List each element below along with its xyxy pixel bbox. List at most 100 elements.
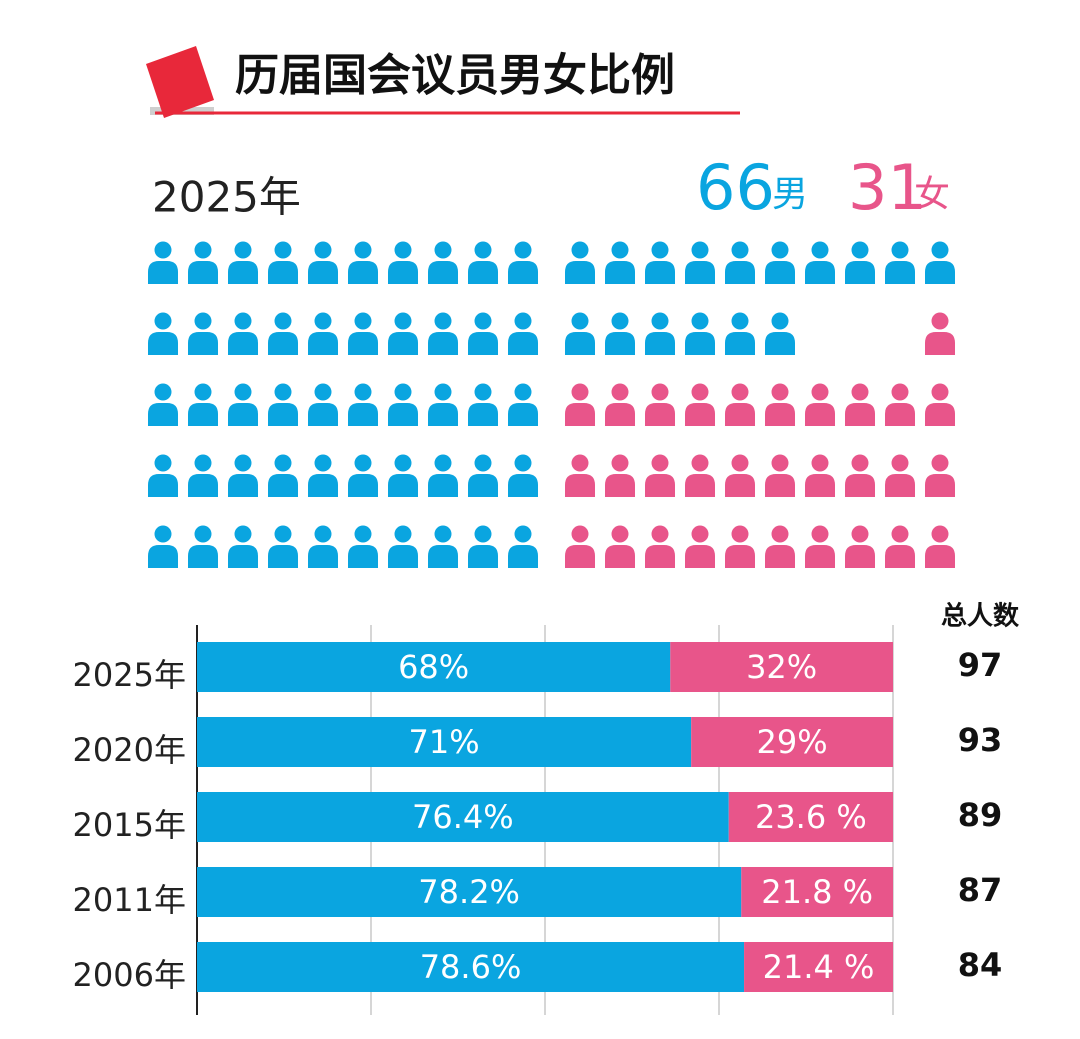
icon-head bbox=[931, 241, 949, 259]
person-icon bbox=[268, 525, 298, 568]
icon-body bbox=[765, 474, 795, 497]
person-icon bbox=[765, 241, 795, 284]
icon-head bbox=[851, 525, 869, 543]
person-icon bbox=[685, 241, 715, 284]
person-icon bbox=[645, 525, 675, 568]
icon-head bbox=[314, 383, 332, 401]
icon-body bbox=[228, 545, 258, 568]
person-icon bbox=[148, 312, 178, 355]
total-value: 97 bbox=[958, 646, 1003, 684]
icon-head bbox=[811, 383, 829, 401]
men-count: 66 bbox=[696, 151, 775, 224]
icon-body bbox=[685, 261, 715, 284]
bar-segment bbox=[691, 717, 893, 767]
icon-head bbox=[514, 312, 532, 330]
icon-head bbox=[354, 241, 372, 259]
person-icon bbox=[885, 383, 915, 426]
icon-head bbox=[811, 241, 829, 259]
icon-body bbox=[388, 261, 418, 284]
y-tick-label: 2006年 bbox=[73, 956, 186, 994]
person-icon bbox=[508, 383, 538, 426]
person-icon bbox=[565, 312, 595, 355]
icon-body bbox=[508, 261, 538, 284]
icon-head bbox=[651, 241, 669, 259]
person-icon bbox=[308, 525, 338, 568]
icon-body bbox=[725, 545, 755, 568]
icon-body bbox=[765, 545, 795, 568]
person-icon bbox=[228, 454, 258, 497]
person-icon bbox=[148, 383, 178, 426]
icon-head bbox=[274, 383, 292, 401]
icon-head bbox=[354, 383, 372, 401]
person-icon bbox=[685, 383, 715, 426]
icon-body bbox=[468, 545, 498, 568]
icon-head bbox=[931, 383, 949, 401]
icon-head bbox=[611, 241, 629, 259]
icon-head bbox=[691, 383, 709, 401]
icon-body bbox=[188, 545, 218, 568]
icon-body bbox=[148, 403, 178, 426]
icon-head bbox=[394, 241, 412, 259]
icon-body bbox=[605, 474, 635, 497]
value-label: 76.4% bbox=[412, 798, 514, 836]
icon-body bbox=[685, 545, 715, 568]
bar-segment bbox=[197, 867, 742, 917]
icon-head bbox=[651, 383, 669, 401]
icon-body bbox=[805, 545, 835, 568]
icon-head bbox=[434, 525, 452, 543]
person-icon bbox=[228, 312, 258, 355]
icon-body bbox=[645, 403, 675, 426]
person-icon bbox=[348, 525, 378, 568]
icon-head bbox=[771, 383, 789, 401]
icon-head bbox=[394, 312, 412, 330]
icon-body bbox=[925, 403, 955, 426]
person-icon bbox=[925, 312, 955, 355]
icon-head bbox=[514, 383, 532, 401]
person-icon bbox=[725, 312, 755, 355]
icon-body bbox=[765, 261, 795, 284]
person-icon bbox=[468, 241, 498, 284]
icon-body bbox=[845, 545, 875, 568]
icon-head bbox=[571, 454, 589, 472]
icon-head bbox=[274, 312, 292, 330]
person-icon bbox=[845, 383, 875, 426]
icon-body bbox=[725, 403, 755, 426]
title-icon bbox=[146, 46, 214, 118]
person-icon bbox=[605, 312, 635, 355]
person-icon bbox=[565, 525, 595, 568]
person-icon bbox=[885, 454, 915, 497]
icon-body bbox=[308, 474, 338, 497]
person-icon bbox=[885, 241, 915, 284]
icon-body bbox=[885, 261, 915, 284]
person-icon bbox=[388, 454, 418, 497]
icon-head bbox=[811, 454, 829, 472]
value-label: 68% bbox=[398, 648, 469, 686]
icon-body bbox=[925, 261, 955, 284]
icon-body bbox=[268, 261, 298, 284]
icon-body bbox=[188, 332, 218, 355]
icon-body bbox=[188, 261, 218, 284]
person-icon bbox=[428, 241, 458, 284]
men-label: 男 bbox=[772, 174, 808, 215]
icon-body bbox=[268, 332, 298, 355]
person-icon bbox=[308, 312, 338, 355]
icon-body bbox=[468, 261, 498, 284]
icon-head bbox=[731, 241, 749, 259]
icon-head bbox=[154, 241, 172, 259]
person-icon bbox=[148, 241, 178, 284]
person-icon bbox=[428, 525, 458, 568]
icon-body bbox=[725, 474, 755, 497]
icon-body bbox=[228, 261, 258, 284]
icon-body bbox=[308, 545, 338, 568]
icon-head bbox=[394, 454, 412, 472]
person-icon bbox=[645, 383, 675, 426]
person-icon bbox=[845, 454, 875, 497]
value-label: 32% bbox=[746, 648, 817, 686]
icon-head bbox=[651, 525, 669, 543]
icon-head bbox=[234, 525, 252, 543]
icon-head bbox=[314, 241, 332, 259]
icon-head bbox=[731, 312, 749, 330]
person-icon bbox=[925, 454, 955, 497]
icon-body bbox=[885, 474, 915, 497]
icon-head bbox=[354, 454, 372, 472]
